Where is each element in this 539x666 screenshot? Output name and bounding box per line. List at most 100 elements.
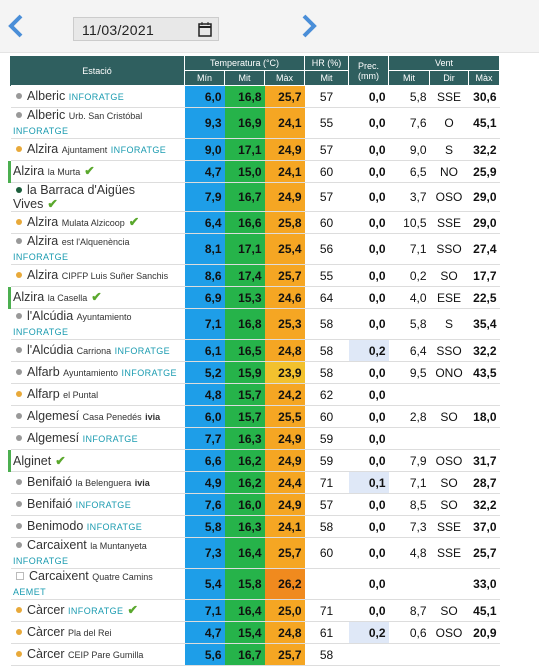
station-cell: Alzira la Casella ✔ — [8, 286, 185, 309]
value-cell: 6,4 — [184, 211, 225, 234]
station-cell: Algemesí Casa Penedés ivia — [9, 405, 185, 428]
station-name: Alzira — [27, 268, 59, 282]
status-dot — [16, 272, 22, 279]
value-cell: 17,1 — [224, 138, 265, 161]
value-cell: 7,1 — [184, 599, 225, 622]
station-name: Càrcer — [27, 625, 65, 639]
value-cell: 24,8 — [264, 339, 305, 362]
value-cell: 57 — [304, 493, 349, 516]
status-dot — [16, 391, 22, 398]
network-tag: AEMET — [13, 587, 47, 597]
value-cell: 25,7 — [264, 537, 305, 569]
value-cell: 0,0 — [348, 449, 389, 472]
station-place: Urb. San Cristóbal — [68, 111, 143, 121]
value-cell: 2,8 — [388, 405, 430, 428]
date-input[interactable]: 11/03/2021 — [73, 17, 219, 41]
value-cell: SO — [429, 264, 469, 287]
value-cell: 23,9 — [264, 361, 305, 384]
value-cell: 16,8 — [224, 308, 265, 340]
value-cell: 17,1 — [224, 233, 265, 265]
value-cell: 15,4 — [224, 621, 265, 644]
station-row: Algemesí INFORATGE 7,7 16,3 24,9 59 0,0 — [9, 427, 500, 450]
value-cell: 0,0 — [348, 211, 389, 234]
status-dot — [16, 629, 22, 636]
station-place: Quatre Camins — [92, 572, 153, 582]
value-cell: 5,2 — [184, 361, 225, 384]
station-row: Alzira Mulata Alzicoop ✔ 6,4 16,6 25,8 60 0,0 1… — [9, 211, 500, 234]
value-cell: 0,2 — [348, 339, 389, 362]
value-cell: 16,3 — [224, 427, 265, 450]
value-cell: 0,2 — [388, 264, 430, 287]
value-cell: SSO — [429, 339, 469, 362]
station-cell: Algemesí INFORATGE — [9, 427, 185, 450]
station-cell: Alfarb Ayuntamiento INFORATGE — [9, 361, 185, 384]
station-name: Alzira — [27, 142, 59, 156]
value-cell: 24,4 — [264, 471, 305, 494]
status-dot — [16, 479, 22, 486]
value-cell: 6,1 — [184, 339, 225, 362]
value-cell: 8,5 — [388, 493, 430, 516]
value-cell: 16,0 — [224, 493, 265, 516]
value-cell: 32,2 — [468, 493, 500, 516]
value-cell: OSO — [429, 449, 469, 472]
station-row: Carcaixent Quatre Camins AEMET 5,4 15,8 26,… — [9, 568, 500, 600]
value-cell: 64 — [304, 286, 349, 309]
status-dot — [16, 219, 22, 226]
value-cell: 0,0 — [348, 427, 389, 450]
value-cell: 22,5 — [468, 286, 500, 309]
station-cell: Benimodo INFORATGE — [9, 515, 185, 538]
value-cell: 58 — [304, 339, 349, 362]
value-cell: 58 — [304, 361, 349, 384]
value-cell: 5,8 — [388, 85, 430, 108]
value-cell: 5,8 — [184, 515, 225, 538]
value-cell: 4,0 — [388, 286, 430, 309]
station-row: la Barraca d'Aigües Vives ✔ 7,9 16,7 24,9 57 0… — [9, 182, 500, 212]
previous-day[interactable] — [5, 13, 27, 39]
verified-check: ✔ — [127, 603, 138, 617]
value-cell: 59 — [304, 449, 349, 472]
station-name: Alfarb — [27, 365, 60, 379]
value-cell — [429, 383, 469, 406]
value-cell: 15,3 — [224, 286, 265, 309]
station-row: Benifaió INFORATGE 7,6 16,0 24,9 57 0,0 8,5 SO 3… — [9, 493, 500, 516]
value-cell: 62 — [304, 383, 349, 406]
station-row: Algemesí Casa Penedés ivia 6,0 15,7 25,5 60 0… — [9, 405, 500, 428]
status-dot — [16, 187, 22, 194]
value-cell: 7,6 — [184, 493, 225, 516]
station-cell: l'Alcúdia Ayuntamiento INFORATGE — [9, 308, 185, 340]
value-cell: S — [429, 138, 469, 161]
next-day[interactable] — [298, 13, 320, 39]
station-name: la Barraca d'Aigües Vives — [13, 183, 136, 211]
value-cell: ESE — [429, 286, 469, 309]
value-cell: 7,7 — [184, 427, 225, 450]
station-cell: Benifaió INFORATGE — [9, 493, 185, 516]
calendar-icon[interactable] — [198, 22, 212, 37]
value-cell: 37,0 — [468, 515, 500, 538]
value-cell: 57 — [304, 182, 349, 212]
value-cell: 25,7 — [264, 643, 305, 666]
value-cell: 7,9 — [388, 449, 430, 472]
value-cell: 16,2 — [224, 471, 265, 494]
station-row: Carcaixent la Muntanyeta INFORATGE 7,3 16,… — [9, 537, 500, 569]
value-cell: 16,3 — [224, 515, 265, 538]
network-tag: INFORATGE — [13, 556, 69, 566]
station-cell: Carcaixent Quatre Camins AEMET — [9, 568, 185, 600]
value-cell: SSE — [429, 537, 469, 569]
col-subheader: Mit — [304, 70, 349, 86]
value-cell: 25,4 — [264, 233, 305, 265]
value-cell: 16,6 — [224, 211, 265, 234]
value-cell — [468, 427, 500, 450]
station-row: Alzira est l'Alquenència INFORATGE 8,1 17,… — [9, 233, 500, 265]
value-cell: 18,0 — [468, 405, 500, 428]
value-cell: S — [429, 308, 469, 340]
value-cell: 15,7 — [224, 405, 265, 428]
value-cell: SO — [429, 599, 469, 622]
value-cell: 24,9 — [264, 138, 305, 161]
value-cell: 4,8 — [388, 537, 430, 569]
value-cell: 31,7 — [468, 449, 500, 472]
value-cell: 57 — [304, 85, 349, 108]
value-cell — [429, 427, 469, 450]
value-cell: SSE — [429, 211, 469, 234]
station-row: Càrcer Pla del Rei 4,7 15,4 24,8 61 0,2 0,6 OSO… — [9, 621, 500, 644]
station-place: Casa Penedés — [82, 412, 142, 422]
